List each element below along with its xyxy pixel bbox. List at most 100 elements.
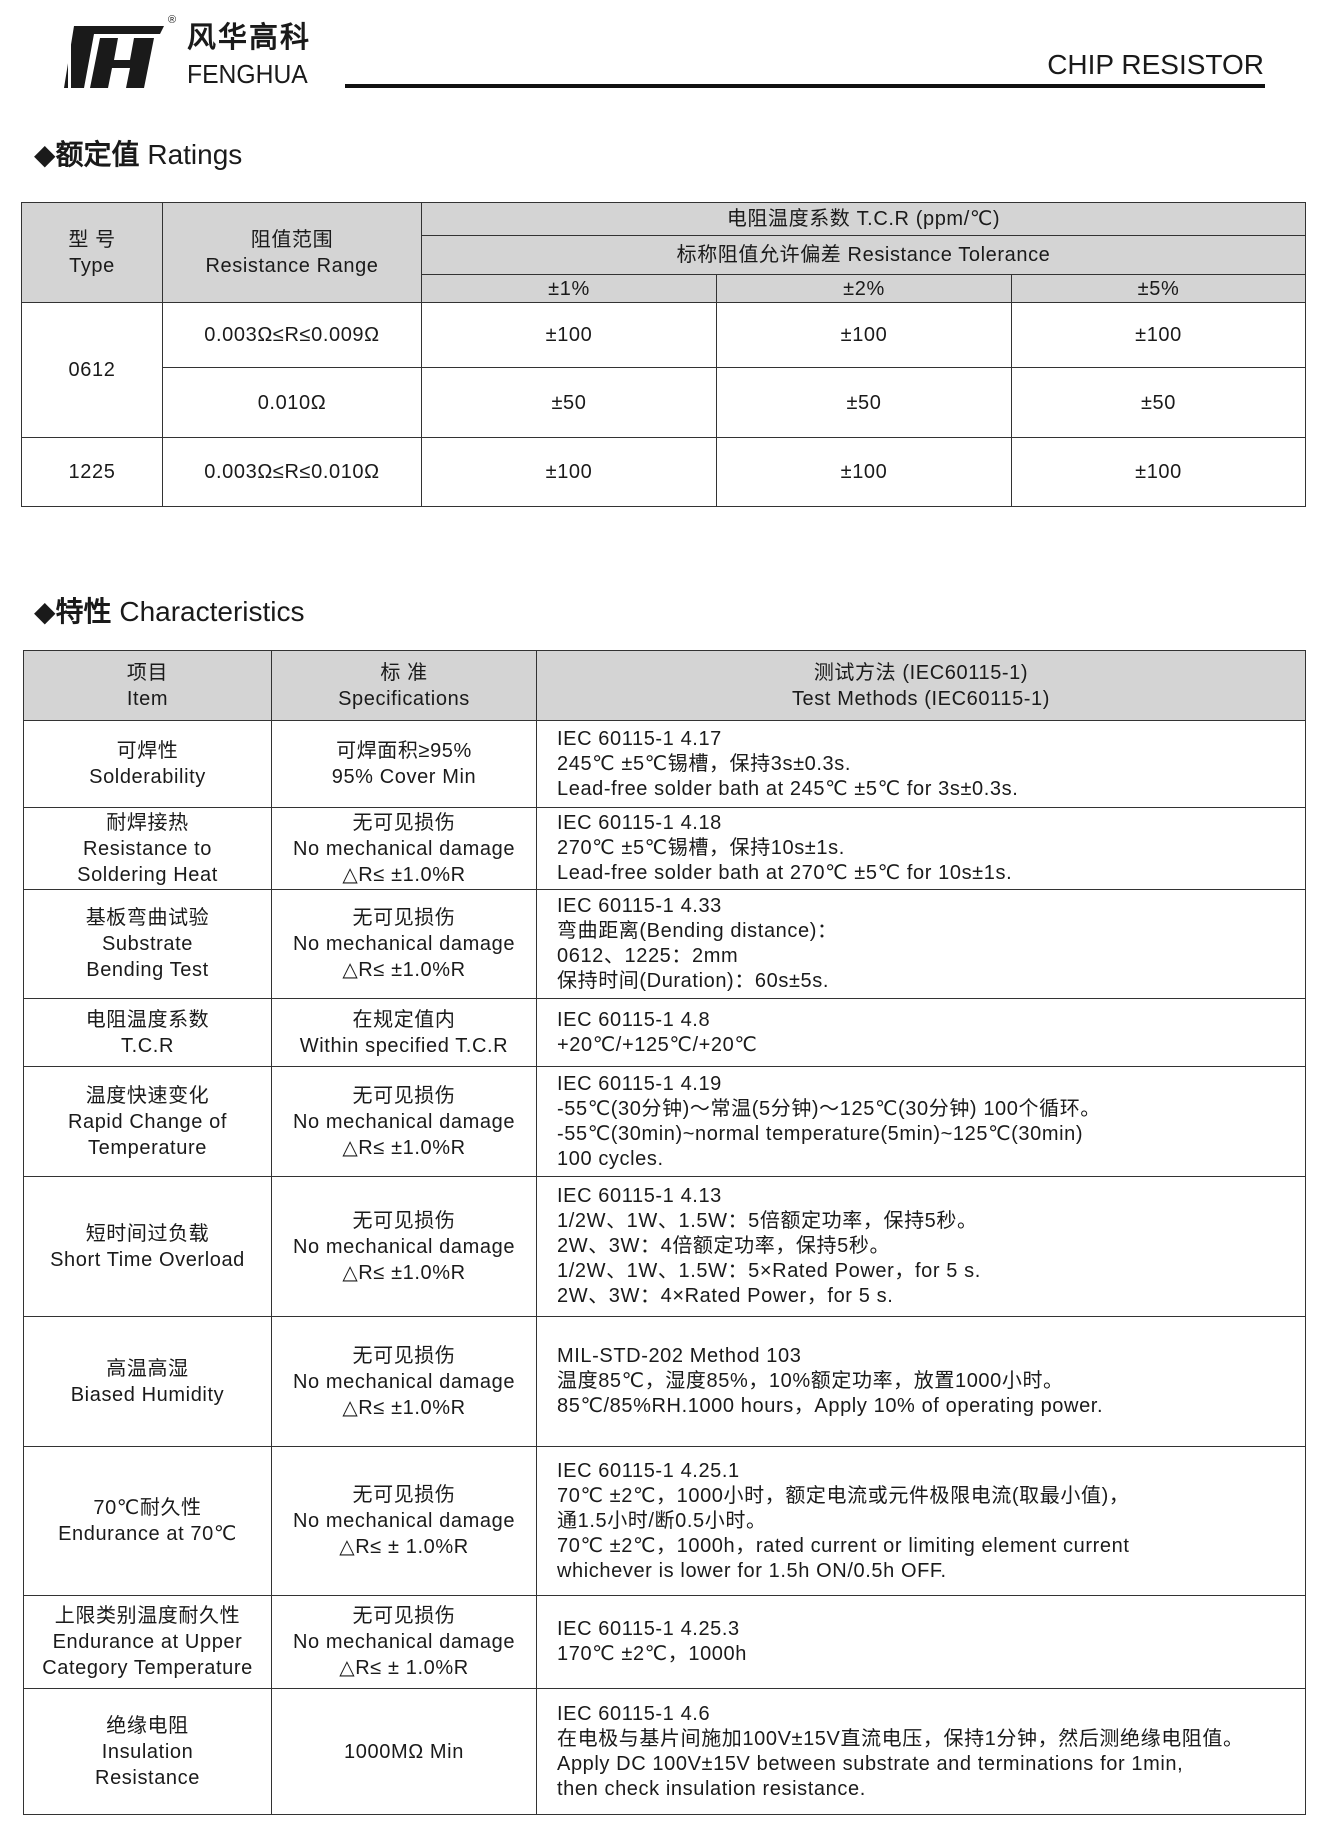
spec-cell-line: △R≤ ± 1.0%R — [339, 1536, 469, 1558]
item-cell-line: Temperature — [88, 1136, 207, 1159]
item-cell: 耐焊接热 Resistance to Soldering Heat — [23, 807, 272, 890]
spec-cell: 无可见损伤 No mechanical damage △R≤ ±1.0%R — [271, 807, 537, 890]
spec-cell-line: △R≤ ±1.0%R — [342, 1396, 466, 1419]
item-cell: 温度快速变化 Rapid Change of Temperature — [23, 1066, 272, 1177]
method-cell-line: 弯曲距离(Bending distance)： — [557, 920, 838, 942]
spec-cell: 在规定值内 Within specified T.C.R — [271, 998, 537, 1067]
spec-cell-line: No mechanical damage — [292, 933, 516, 955]
table-row: 耐焊接热 Resistance to Soldering Heat 无可见损伤 No m… — [23, 807, 1306, 890]
col-tolerance: 标称阻值允许偏差 Resistance Tolerance — [421, 235, 1306, 275]
method-cell-line: 70℃ ±2℃，1000h，rated current or limiting … — [557, 1534, 1130, 1557]
type-cell: 1225 — [21, 437, 163, 507]
item-cell: 短时间过负载 Short Time Overload — [23, 1176, 272, 1317]
item-cell-line: 耐焊接热 — [106, 811, 189, 834]
spec-cell-line: △R≤ ±1.0%R — [342, 959, 466, 981]
tcr-cell: ±50 — [1011, 367, 1306, 438]
table-row: 0.010Ω ±50 ±50 ±50 — [22, 367, 1306, 438]
spec-cell-line: 无可见损伤 — [352, 1605, 456, 1627]
type-cell: 0612 — [21, 302, 163, 438]
table-row: 高温高湿 Biased Humidity 无可见损伤 No mechanical da… — [23, 1316, 1306, 1447]
item-cell-line: Soldering Heat — [77, 863, 218, 886]
spec-cell-line: 1000MΩ Min — [344, 1740, 464, 1763]
item-cell-line: Short Time Overload — [50, 1248, 245, 1271]
tcr-cell: ±100 — [716, 302, 1012, 368]
item-cell-line: Insulation — [101, 1740, 194, 1763]
item-cell-line: Biased Humidity — [70, 1383, 225, 1406]
item-cell-line: 可焊性 — [116, 740, 179, 762]
method-cell: IEC 60115-1 4.6 在电极与基片间施加100V±15V直流电压，保持1… — [536, 1688, 1306, 1815]
range-cell: 0.003Ω≤R≤0.010Ω — [162, 437, 422, 507]
tcr-cell: ±50 — [716, 367, 1012, 438]
col-tol-5: ±5% — [1011, 274, 1306, 303]
method-cell-line: 270℃ ±5℃锡槽，保持10s±1s. — [557, 837, 845, 859]
method-cell-line: IEC 60115-1 4.8 — [557, 1008, 711, 1031]
method-cell-line: 通1.5小时/断0.5小时。 — [557, 1509, 767, 1532]
item-cell: 电阻温度系数 T.C.R — [23, 998, 272, 1067]
item-cell-line: Endurance at Upper — [52, 1631, 243, 1653]
item-cell: 70℃耐久性 Endurance at 70℃ — [23, 1446, 272, 1596]
spec-cell: 无可见损伤 No mechanical damage △R≤ ±1.0%R — [271, 1316, 537, 1447]
col-item: 项目 Item — [23, 650, 272, 721]
header-rule — [345, 84, 1265, 88]
item-cell-line: Substrate — [101, 933, 193, 955]
range-cell: 0.003Ω≤R≤0.009Ω — [162, 302, 422, 368]
method-cell-line: IEC 60115-1 4.19 — [557, 1072, 722, 1095]
tcr-cell: ±100 — [1011, 437, 1306, 507]
method-cell-line: IEC 60115-1 4.17 — [557, 727, 722, 750]
method-cell-line: -55℃(30min)~normal temperature(5min)~125… — [557, 1122, 1084, 1145]
col-method: 测试方法 (IEC60115-1) Test Methods (IEC60115-… — [536, 650, 1306, 721]
method-cell: IEC 60115-1 4.17 245℃ ±5℃锡槽，保持3s±0.3s. Lea… — [536, 720, 1306, 808]
registered-mark: ® — [168, 14, 177, 26]
method-cell-line: 保持时间(Duration)：60s±5s. — [557, 970, 830, 992]
item-cell-line: Resistance — [95, 1766, 200, 1789]
spec-cell-line: 可焊面积≥95% — [336, 740, 472, 762]
method-cell-line: 85℃/85%RH.1000 hours，Apply 10% of operat… — [557, 1395, 1104, 1417]
method-cell-line: 70℃ ±2℃，1000小时，额定电流或元件极限电流(取最小值)， — [557, 1484, 1130, 1507]
method-cell-line: IEC 60115-1 4.25.1 — [557, 1459, 740, 1482]
method-cell-line: IEC 60115-1 4.6 — [557, 1702, 711, 1725]
item-cell: 可焊性 Solderability — [23, 720, 272, 808]
spec-cell-line: 无可见损伤 — [352, 1344, 456, 1367]
method-cell-line: IEC 60115-1 4.13 — [557, 1185, 722, 1207]
method-cell-line: 245℃ ±5℃锡槽，保持3s±0.3s. — [557, 752, 852, 775]
item-cell-line: Category Temperature — [42, 1657, 253, 1679]
method-cell-line: 1/2W、1W、1.5W：5×Rated Power，for 5 s. — [557, 1260, 981, 1282]
tcr-cell: ±100 — [421, 302, 717, 368]
method-cell: IEC 60115-1 4.13 1/2W、1W、1.5W：5倍额定功率，保持5秒… — [536, 1176, 1306, 1317]
method-cell: IEC 60115-1 4.18 270℃ ±5℃锡槽，保持10s±1s. Lead… — [536, 807, 1306, 890]
spec-cell-line: 无可见损伤 — [352, 1484, 456, 1506]
method-cell-line: IEC 60115-1 4.25.3 — [557, 1618, 740, 1640]
spec-cell-line: △R≤ ±1.0%R — [342, 863, 466, 886]
item-cell-line: 短时间过负载 — [85, 1222, 210, 1245]
method-cell-line: 100 cycles. — [557, 1147, 664, 1170]
item-cell-line: 70℃耐久性 — [93, 1497, 202, 1519]
item-cell-line: Rapid Change of — [67, 1110, 228, 1133]
col-range: 阻值范围 Resistance Range — [162, 202, 422, 303]
characteristics-heading: ◆特性 Characteristics — [34, 596, 305, 627]
table-row: 可焊性 Solderability 可焊面积≥95% 95% Cover Min IEC… — [23, 720, 1306, 808]
spec-cell-line: No mechanical damage — [292, 1631, 516, 1653]
method-cell: IEC 60115-1 4.33 弯曲距离(Bending distance)： 0… — [536, 889, 1306, 999]
spec-cell-line: 无可见损伤 — [352, 907, 456, 929]
method-cell-line: 2W、3W：4×Rated Power，for 5 s. — [557, 1285, 894, 1307]
spec-cell-line: 无可见损伤 — [352, 811, 456, 834]
method-cell-line: IEC 60115-1 4.33 — [557, 895, 722, 917]
spec-cell-line: No mechanical damage — [292, 1235, 516, 1258]
method-cell: MIL-STD-202 Method 103 温度85℃，湿度85%，10%额定功… — [536, 1316, 1306, 1447]
fenghua-logo — [64, 26, 164, 88]
col-tcr: 电阻温度系数 T.C.R (ppm/℃) — [421, 202, 1306, 236]
spec-cell-line: No mechanical damage — [292, 837, 516, 860]
table-row: 电阻温度系数 T.C.R 在规定值内 Within specified T.C.R IE… — [23, 998, 1306, 1067]
ratings-table: 型 号 Type 阻值范围 Resistance Range 电阻温度系数 T.C.… — [21, 202, 1306, 507]
method-cell-line: 在电极与基片间施加100V±15V直流电压，保持1分钟，然后测绝缘电阻值。 — [557, 1727, 1244, 1750]
table-row: 1225 0.003Ω≤R≤0.010Ω ±100 ±100 ±100 — [21, 437, 1306, 507]
method-cell-line: whichever is lower for 1.5h ON/0.5h OFF. — [557, 1559, 947, 1582]
method-cell: IEC 60115-1 4.8 +20℃/+125℃/+20℃ — [536, 998, 1306, 1067]
table-row: 上限类别温度耐久性 Endurance at Upper Category Temp… — [23, 1595, 1306, 1689]
diamond-bullet-icon: ◆ — [34, 139, 56, 170]
spec-cell: 无可见损伤 No mechanical damage △R≤ ±1.0%R — [271, 1066, 537, 1177]
item-cell-line: Endurance at 70℃ — [58, 1523, 237, 1545]
diamond-bullet-icon: ◆ — [34, 596, 56, 627]
spec-cell-line: No mechanical damage — [292, 1510, 516, 1532]
method-cell-line: then check insulation resistance. — [557, 1777, 866, 1800]
